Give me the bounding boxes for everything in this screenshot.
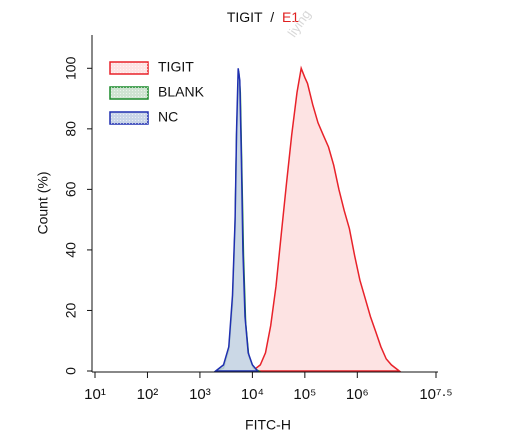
legend-swatch-texture [110, 62, 148, 74]
histogram-area [250, 65, 402, 372]
y-tick-label: 40 [63, 242, 79, 258]
legend-swatch-texture [110, 87, 148, 99]
y-axis-label: Count (%) [35, 171, 51, 234]
y-tick-label: 100 [63, 56, 79, 80]
x-tick-label: 10³ [189, 386, 211, 403]
legend-label: BLANK [158, 84, 205, 100]
title-marker: TIGIT [227, 9, 263, 25]
x-tick-label: 10⁴ [241, 386, 264, 403]
x-axis-label: FITC-H [245, 417, 291, 433]
legend-label: TIGIT [158, 59, 194, 75]
legend-label: NC [158, 109, 178, 125]
title-separator: / [270, 9, 274, 25]
legend-swatch-texture [110, 112, 148, 124]
y-tick-label: 80 [63, 121, 79, 137]
plot-area: 0 20 40 60 80 100 10¹ 10² 10³ 10⁴ 10⁵ 10⁶ 10⁷·⁵ TIGIT… [63, 35, 453, 403]
title-sample: E1 [282, 9, 299, 25]
y-tick-label: 0 [63, 367, 79, 375]
x-tick-label: 10¹ [84, 386, 106, 403]
x-tick-label: 10⁶ [346, 386, 369, 403]
x-tick-label: 10⁵ [293, 386, 316, 403]
y-tick-label: 60 [63, 181, 79, 197]
y-tick-label: 20 [63, 302, 79, 318]
x-tick-label: 10⁷·⁵ [419, 386, 452, 403]
x-tick-label: 10² [137, 386, 159, 403]
histogram-area [213, 68, 260, 372]
chart-title: TIGIT / E1 [227, 9, 300, 25]
